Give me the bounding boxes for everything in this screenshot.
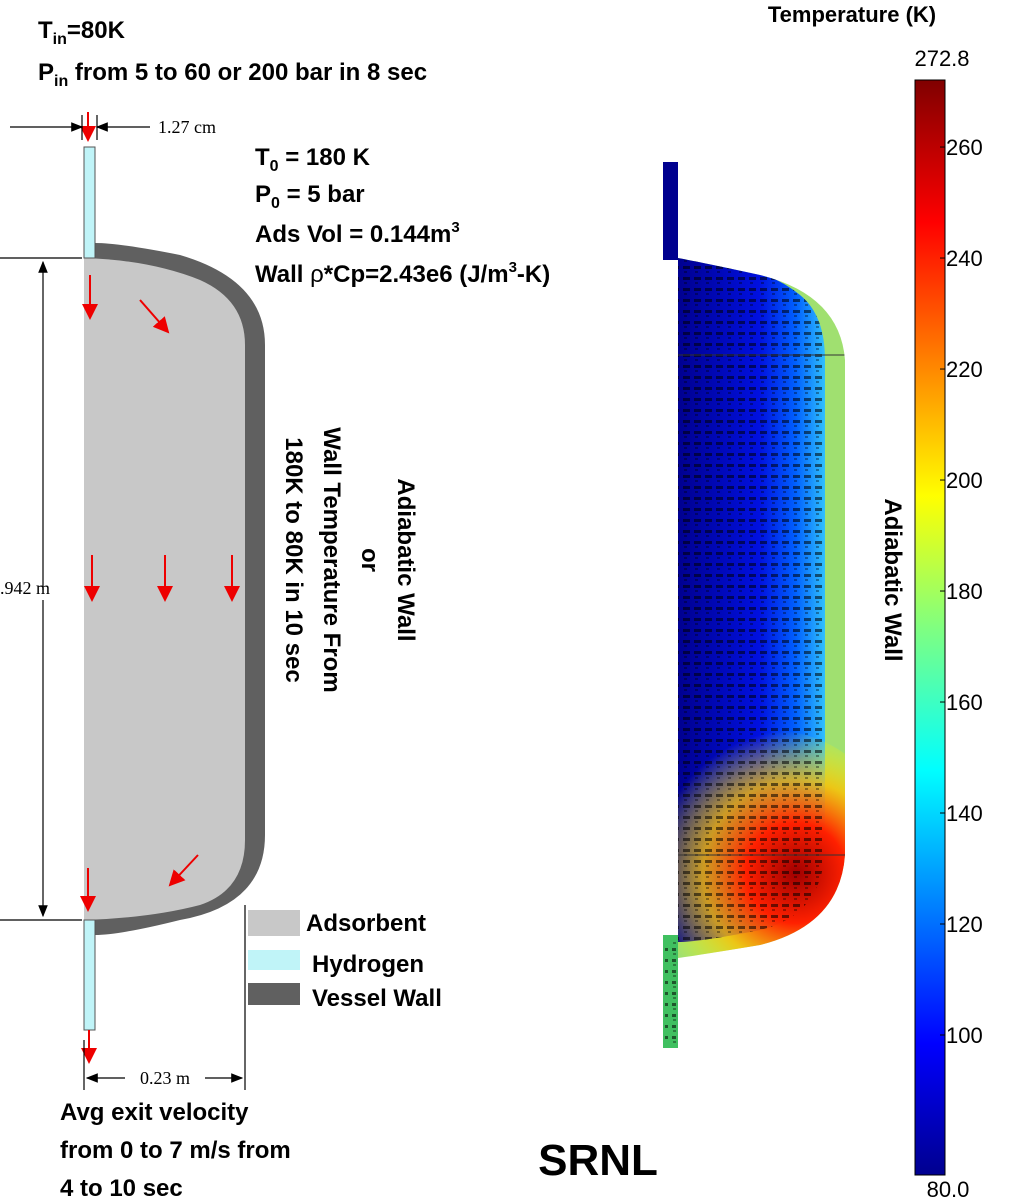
labels: Tin=80K Pin from 5 to 60 or 200 bar in 8… [0, 2, 936, 1202]
exit-text: 4 to 10 sec [60, 1175, 183, 1202]
colorbar-tick-label: 100 [946, 1023, 983, 1048]
colorbar-tick-label: 120 [946, 912, 983, 937]
colorbar-tick-label: 180 [946, 579, 983, 604]
wall-heat-capacity: Wall ρ*Cp=2.43e6 (J/m3-K) [255, 259, 550, 288]
contour-outlet-mesh [665, 940, 676, 1046]
colorbar [914, 79, 946, 1176]
tube-width: 1.27 cm [158, 117, 216, 137]
colorbar-tick-label: 220 [946, 357, 983, 382]
wall-condition-line: 180K to 80K in 10 sec [280, 437, 307, 682]
legend-swatches [248, 910, 300, 1005]
logo: SRNL [538, 1136, 658, 1185]
height-label: .942 m [0, 578, 50, 598]
wall-condition-line: or [356, 548, 383, 572]
wall-condition: Adiabatic Wall or Wall Temperature From … [280, 427, 419, 692]
label-bg [0, 575, 40, 601]
hydrogen-inlet [83, 146, 96, 259]
legend-label: Hydrogen [312, 951, 424, 978]
wall-condition-line: Wall Temperature From [318, 427, 345, 692]
colorbar-title: Temperature (K) [768, 2, 936, 27]
colorbar-tick-label: 160 [946, 690, 983, 715]
colorbar-tick-label: 260 [946, 135, 983, 160]
legend-label: Vessel Wall [312, 985, 442, 1012]
initial-temperature: T0 = 180 K [255, 144, 371, 175]
exit-text: from 0 to 7 m/s from [60, 1137, 291, 1164]
exit-text: Avg exit velocity [60, 1099, 249, 1126]
flow-arrows [80, 112, 240, 1064]
colorbar-tick-label: 240 [946, 246, 983, 271]
ads-volume: Ads Vol = 0.144m3 [255, 219, 460, 248]
legend-label: Adsorbent [306, 910, 426, 937]
contour-inlet [663, 162, 678, 260]
inlet-pressure: Pin from 5 to 60 or 200 bar in 8 sec [38, 59, 427, 90]
wall-condition-line: Adiabatic Wall [392, 478, 419, 641]
colorbar-tick-label: 272.8 [914, 46, 969, 71]
radius-label: 0.23 m [140, 1068, 190, 1088]
hydrogen-outlet [83, 919, 96, 1031]
colorbar-tick-label: 80.0 [927, 1177, 970, 1202]
inlet-temperature: Tin=80K [38, 17, 126, 48]
initial-pressure: P0 = 5 bar [255, 181, 365, 212]
label-bg [125, 1068, 205, 1090]
colorbar-tick-label: 140 [946, 801, 983, 826]
colorbar-tick-label: 200 [946, 468, 983, 493]
contour-field [678, 258, 845, 958]
dimension-lines [0, 115, 246, 1090]
adiabatic-wall: Adiabatic Wall [879, 498, 906, 661]
